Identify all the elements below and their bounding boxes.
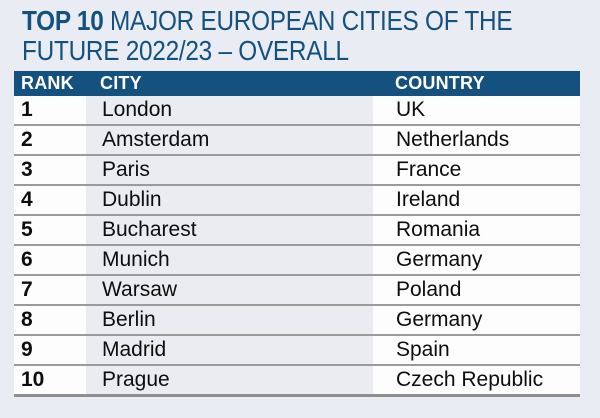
rankings-table: RANK CITY COUNTRY 1 London UK 2 Amsterda… <box>14 71 580 397</box>
city-cell: Munich <box>86 246 373 274</box>
city-cell: Dublin <box>86 186 373 214</box>
rank-cell: 4 <box>14 186 86 214</box>
country-cell: Ireland <box>373 186 580 214</box>
table-row: 4 Dublin Ireland <box>14 186 580 216</box>
country-cell: UK <box>373 96 580 124</box>
country-cell: Spain <box>373 336 580 364</box>
country-cell: Germany <box>373 246 580 274</box>
city-cell: Bucharest <box>86 216 373 244</box>
title-line-2: FUTURE 2022/23 – OVERALL <box>22 35 349 66</box>
table-row: 8 Berlin Germany <box>14 306 580 336</box>
table-row: 9 Madrid Spain <box>14 336 580 366</box>
header-city: CITY <box>100 73 142 93</box>
title-line1-rest: MAJOR EUROPEAN CITIES OF THE <box>103 5 513 36</box>
city-cell: Warsaw <box>86 276 373 304</box>
country-cell: Poland <box>373 276 580 304</box>
rank-cell: 2 <box>14 126 86 154</box>
city-cell: Prague <box>86 366 373 394</box>
rank-cell: 8 <box>14 306 86 334</box>
header-rank: RANK <box>21 73 74 93</box>
table-row: 10 Prague Czech Republic <box>14 366 580 397</box>
country-cell: Germany <box>373 306 580 334</box>
title-line-1: TOP 10 MAJOR EUROPEAN CITIES OF THE <box>22 5 513 36</box>
table-row: 2 Amsterdam Netherlands <box>14 126 580 156</box>
city-cell: Berlin <box>86 306 373 334</box>
rank-cell: 5 <box>14 216 86 244</box>
rank-cell: 1 <box>14 96 86 124</box>
table-row: 6 Munich Germany <box>14 246 580 276</box>
table-header-row: RANK CITY COUNTRY <box>14 71 580 96</box>
city-cell: Amsterdam <box>86 126 373 154</box>
country-cell: Czech Republic <box>373 366 580 394</box>
page-title: TOP 10 MAJOR EUROPEAN CITIES OF THE FUTU… <box>22 5 513 66</box>
rank-cell: 6 <box>14 246 86 274</box>
table-row: 1 London UK <box>14 96 580 126</box>
header-country: COUNTRY <box>395 73 485 93</box>
table-row: 5 Bucharest Romania <box>14 216 580 246</box>
rank-cell: 9 <box>14 336 86 364</box>
rank-cell: 10 <box>14 366 86 394</box>
title-highlight: TOP 10 <box>22 5 104 36</box>
table-row: 7 Warsaw Poland <box>14 276 580 306</box>
country-cell: Netherlands <box>373 126 580 154</box>
rank-cell: 7 <box>14 276 86 304</box>
rank-cell: 3 <box>14 156 86 184</box>
city-cell: London <box>86 96 373 124</box>
city-cell: Paris <box>86 156 373 184</box>
table-row: 3 Paris France <box>14 156 580 186</box>
city-cell: Madrid <box>86 336 373 364</box>
country-cell: Romania <box>373 216 580 244</box>
country-cell: France <box>373 156 580 184</box>
